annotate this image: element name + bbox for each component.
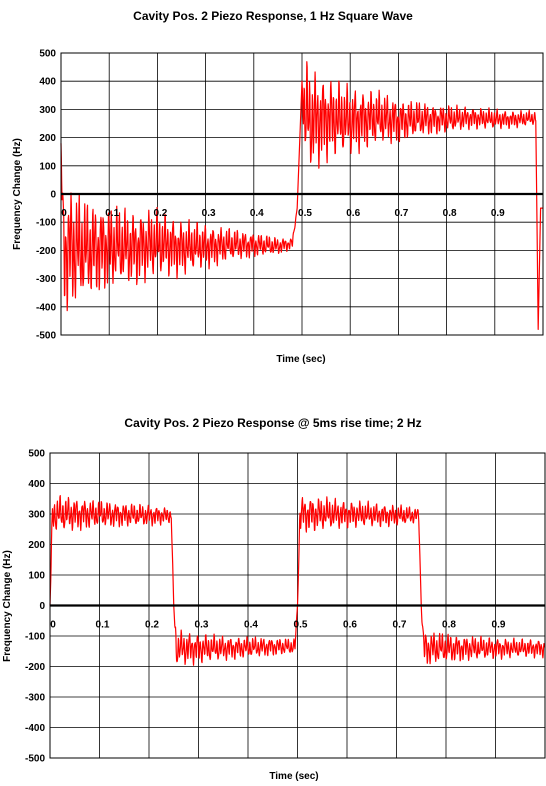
chart-1-plot-frame (60, 52, 544, 336)
chart-2-y-tick-label: 400 (28, 479, 45, 490)
chart-1-x-tick-label: 0 (61, 208, 67, 219)
chart-1-y-tick-label: -300 (36, 274, 56, 285)
chart-2-y-axis-label: Frequency Change (Hz) (2, 550, 13, 662)
chart-2-plot-frame (49, 452, 546, 759)
chart-1-y-tick-label: 100 (39, 161, 56, 172)
chart-2-y-tick-label: -100 (25, 632, 45, 643)
chart-2-y-tick-label: 0 (39, 601, 45, 612)
chart-1-y-tick-label: 0 (50, 190, 56, 201)
chart-2: Cavity Pos. 2 Piezo Response @ 5ms rise … (2, 416, 546, 782)
chart-2-y-tick-label: 300 (28, 510, 45, 521)
chart-1-y-tick-label: -200 (36, 246, 56, 257)
chart-1-x-tick-label: 0.9 (491, 208, 505, 219)
chart-2-plot-area: 500 400 300 200 100 0 -100 -200 -300 -400 -500 0 0.1… (25, 449, 546, 765)
chart-1-y-tick-label: -400 (36, 302, 56, 313)
chart-1-x-tick-label: 0.2 (153, 208, 167, 219)
chart-2-x-tick-label: 0.5 (294, 620, 308, 631)
chart-1-y-tick-label: -100 (36, 218, 56, 229)
chart-1-y-tick-label: 500 (39, 49, 56, 60)
chart-2-x-tick-label: 0.1 (96, 620, 110, 631)
chart-1-y-tick-label: -500 (36, 331, 56, 342)
chart-2-x-tick-label: 0 (50, 620, 56, 631)
chart-1-x-tick-label: 0.4 (250, 208, 264, 219)
chart-2-y-tick-label: 500 (28, 449, 45, 460)
chart-1-y-tick-label: 300 (39, 105, 56, 116)
chart-1-series-line (60, 61, 544, 330)
chart-1-x-tick-label: 0.7 (394, 208, 408, 219)
chart-1-x-tick-label: 0.5 (298, 208, 312, 219)
chart-2-y-tick-label: -400 (25, 723, 45, 734)
chart-1-x-tick-label: 0.3 (202, 208, 216, 219)
chart-2-x-tick-label: 0.6 (343, 620, 357, 631)
chart-1-y-tick-label: 400 (39, 77, 56, 88)
chart-1-x-tick-label: 0.8 (443, 208, 457, 219)
chart-1-x-axis-label: Time (sec) (276, 354, 325, 365)
chart-2-y-tick-label: -300 (25, 693, 45, 704)
chart-2-x-tick-label: 0.7 (393, 620, 407, 631)
chart-1-y-tick-label: 200 (39, 133, 56, 144)
chart-2-y-tick-label: 100 (28, 571, 45, 582)
chart-2-x-tick-label: 0.8 (442, 620, 456, 631)
chart-2-y-tick-label: -200 (25, 662, 45, 673)
chart-2-title: Cavity Pos. 2 Piezo Response @ 5ms rise … (124, 416, 421, 430)
chart-2-x-axis-label: Time (sec) (269, 771, 318, 782)
chart-1-plot-area: 500 400 300 200 100 0 -100 -200 -300 -400 -500 0 0.1… (36, 49, 544, 342)
chart-1: Cavity Pos. 2 Piezo Response, 1 Hz Squar… (12, 9, 544, 365)
chart-1-y-axis-label: Frequency Change (Hz) (12, 138, 23, 250)
chart-2-x-tick-label: 0.3 (195, 620, 209, 631)
chart-2-y-tick-label: -500 (25, 754, 45, 765)
chart-1-x-tick-label: 0.1 (105, 208, 119, 219)
chart-2-x-tick-label: 0.9 (492, 620, 506, 631)
chart-2-x-tick-label: 0.4 (244, 620, 258, 631)
chart-2-y-tick-label: 200 (28, 540, 45, 551)
chart-2-x-tick-label: 0.2 (145, 620, 159, 631)
chart-1-x-tick-label: 0.6 (346, 208, 360, 219)
chart-1-title: Cavity Pos. 2 Piezo Response, 1 Hz Squar… (133, 9, 413, 23)
